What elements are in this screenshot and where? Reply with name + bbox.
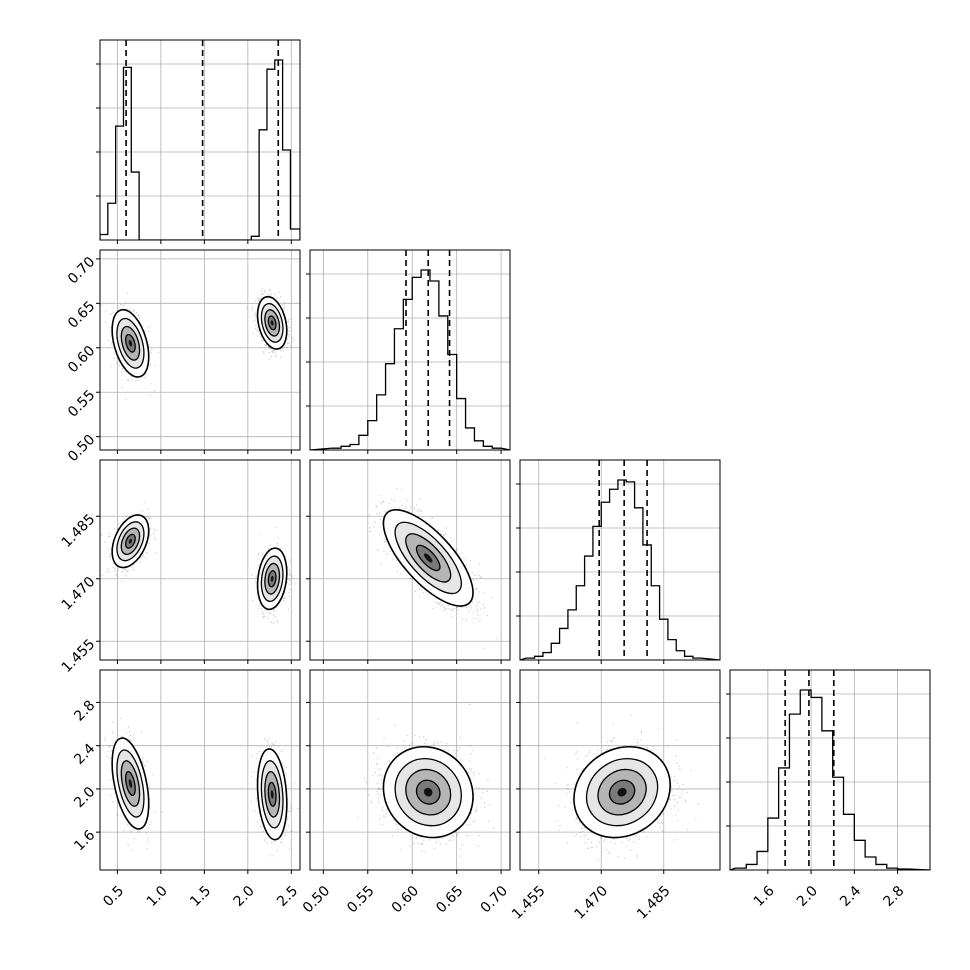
y-tick-label: 2.4 xyxy=(71,741,98,768)
density-peak xyxy=(270,575,274,582)
panel-frame xyxy=(99,669,301,871)
histogram-panel-1 xyxy=(306,249,511,454)
x-tick-label: 0.55 xyxy=(344,883,377,916)
density-peak xyxy=(128,538,133,544)
panel-frame xyxy=(309,459,511,661)
x-tick-label: 2.5 xyxy=(274,883,301,910)
y-tick-label: 0.70 xyxy=(65,254,98,287)
panel-frame xyxy=(99,39,301,241)
histogram-step xyxy=(730,689,930,870)
scatter-panel-2-1 xyxy=(306,459,511,664)
panel-frame xyxy=(99,459,301,661)
histogram-panel-0 xyxy=(96,39,301,244)
x-tick-label: 1.470 xyxy=(571,883,611,923)
scatter-panel-1-0: 0.50 0.55 0.60 0.65 0.70 xyxy=(65,249,301,465)
x-tick-label: 0.50 xyxy=(300,883,333,916)
density-peak xyxy=(128,340,133,347)
density-peak xyxy=(270,320,274,326)
panel-frame xyxy=(729,669,931,871)
scatter-panel-3-2: 1.455 1.470 1.485 xyxy=(509,669,721,923)
histogram-step xyxy=(520,479,720,660)
x-tick-label: 2.8 xyxy=(880,883,907,910)
x-tick-label: 0.5 xyxy=(100,883,127,910)
x-tick-label: 2.0 xyxy=(794,883,821,910)
density-peak xyxy=(617,787,627,797)
histogram-panel-3: 1.6 2.0 2.4 2.8 xyxy=(726,669,931,910)
y-tick-label: 1.455 xyxy=(59,636,99,676)
y-tick-label: 1.485 xyxy=(59,511,99,551)
x-tick-label: 1.6 xyxy=(751,883,778,910)
x-tick-label: 1.485 xyxy=(634,883,674,923)
density-peak xyxy=(270,790,274,799)
y-tick-label: 0.65 xyxy=(65,298,98,331)
x-tick-label: 1.455 xyxy=(509,883,549,923)
x-tick-label: 1.5 xyxy=(187,883,214,910)
panel-frame xyxy=(519,669,721,871)
scatter-panel-3-0: 0.5 1.0 1.5 2.0 2.5 1.6 2.0 2.4 2.8 xyxy=(71,669,301,910)
histogram-panel-2 xyxy=(516,459,721,664)
y-tick-label: 2.8 xyxy=(71,697,98,724)
panel-frame xyxy=(519,459,721,661)
scatter-panel-3-1: 0.50 0.55 0.60 0.65 0.70 xyxy=(300,669,511,916)
y-tick-label: 1.470 xyxy=(59,574,99,614)
x-tick-label: 2.0 xyxy=(231,883,258,910)
panel-frame xyxy=(99,249,301,451)
panel-frame xyxy=(309,669,511,871)
y-tick-label: 0.50 xyxy=(65,432,98,465)
x-tick-label: 0.65 xyxy=(433,883,466,916)
panel-frame xyxy=(309,249,511,451)
scatter-panel-2-0: 1.455 1.470 1.485 xyxy=(59,459,301,676)
x-tick-label: 0.70 xyxy=(478,883,511,916)
density-peak xyxy=(128,779,133,788)
y-tick-label: 0.55 xyxy=(65,387,98,420)
histogram-step xyxy=(310,269,510,450)
density-peak xyxy=(423,787,433,797)
y-tick-label: 2.0 xyxy=(71,784,98,811)
y-tick-label: 0.60 xyxy=(65,343,98,376)
x-tick-label: 1.0 xyxy=(144,883,171,910)
histogram-step xyxy=(100,59,300,240)
x-tick-label: 0.60 xyxy=(389,883,422,916)
y-tick-label: 1.6 xyxy=(71,827,98,854)
x-tick-label: 2.4 xyxy=(837,883,864,910)
density-peak xyxy=(423,553,433,563)
